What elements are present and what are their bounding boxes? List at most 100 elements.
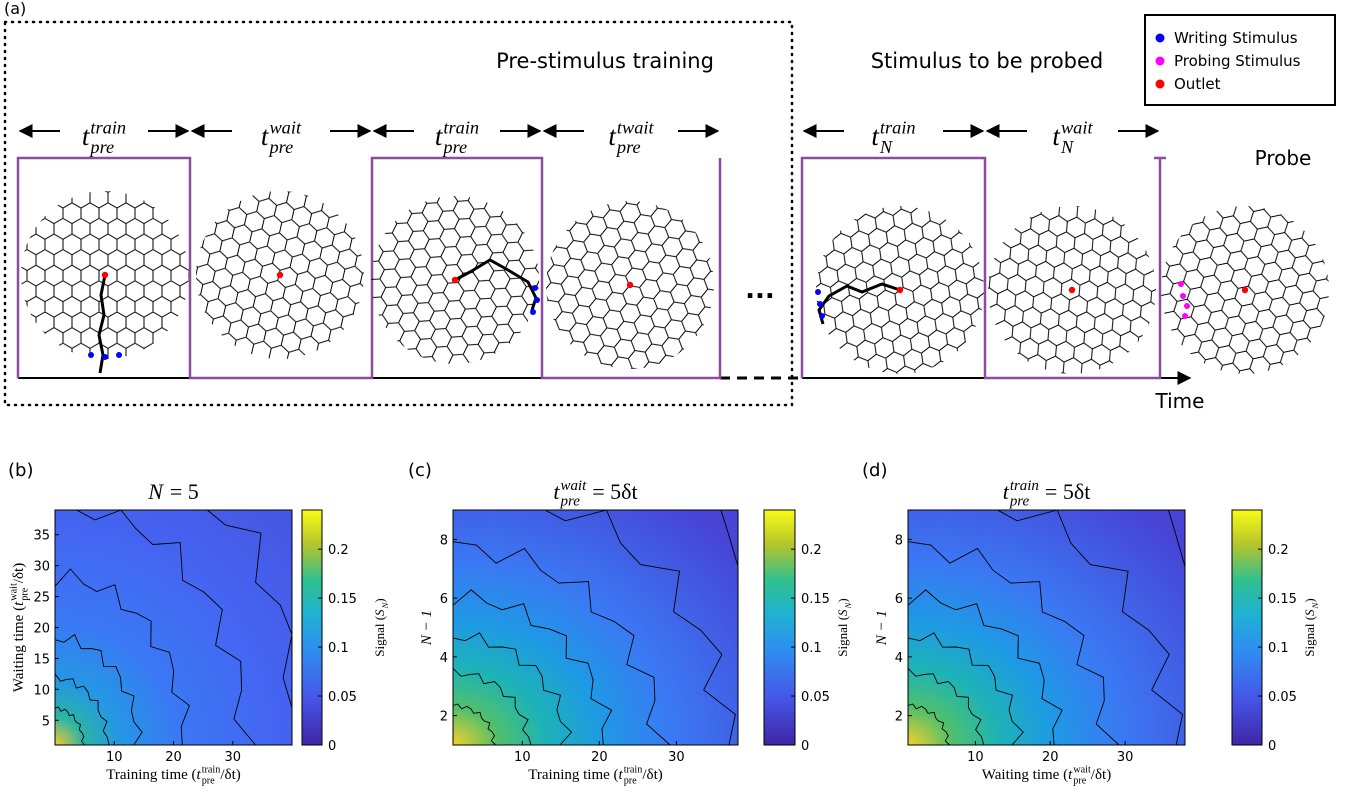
stimulus-node: [102, 354, 108, 360]
colorbar-label-part: ): [835, 598, 850, 602]
x-tick-label: 20: [1042, 750, 1059, 765]
y-tick-label: 6: [440, 592, 448, 607]
region-title: Pre-stimulus training: [496, 49, 714, 73]
colorbar-label-part: N: [1310, 601, 1320, 609]
y-axis-label: N − 1: [874, 610, 890, 646]
colorbar-tick-label: 0: [328, 739, 336, 754]
outlet-node: [626, 281, 634, 289]
panel-label: (d): [862, 460, 887, 481]
stimulus-node: [1180, 293, 1186, 299]
stimulus-node: [817, 301, 823, 307]
stimulus-node: [1178, 281, 1184, 287]
y-tick-label: 2: [440, 710, 448, 725]
contour-line: [452, 632, 573, 746]
x-axis-label-part: pre: [624, 776, 637, 787]
x-tick-label: 30: [1117, 750, 1134, 765]
interval-label-part: t: [1052, 121, 1061, 151]
network: [782, 172, 1018, 408]
colorbar-label-part: ): [372, 598, 387, 602]
x-axis-label-part: wait: [1073, 765, 1091, 776]
plot-title-part: train: [1010, 478, 1039, 494]
x-axis-label-part: pre: [1073, 776, 1086, 787]
x-tick-label: 10: [967, 750, 984, 765]
colorbar: [763, 509, 796, 746]
heatmap: [55, 510, 292, 745]
x-axis-label-part: /δt): [220, 767, 240, 783]
network: [179, 174, 381, 376]
stimulus-node: [1182, 313, 1188, 319]
colorbar: [301, 509, 323, 746]
y-axis-label-part: Waiting time (: [11, 606, 27, 692]
colorbar-label: Signal (SN): [1302, 598, 1320, 657]
y-tick-label: 10: [33, 683, 50, 698]
colorbar-tick-label: 0.15: [328, 592, 357, 607]
stimulus-node: [532, 285, 538, 291]
plot-title-part: = 5δt: [1045, 479, 1090, 504]
colorbar-label-part: N: [380, 601, 390, 609]
legend-marker: [1155, 56, 1165, 66]
x-axis-label-part: train: [624, 765, 643, 776]
stimulus-node: [530, 309, 536, 315]
outlet-node: [101, 271, 109, 279]
stimulus-node: [88, 352, 94, 358]
contour-line: [54, 633, 143, 746]
interval-label-part: train: [880, 118, 916, 138]
colorbar-label: Signal (SN): [372, 598, 390, 657]
legend-label: Probing Stimulus: [1174, 52, 1301, 70]
y-axis-label-body: N − 1: [419, 610, 435, 646]
colorbar-tick-label: 0.2: [328, 543, 349, 558]
network: [511, 166, 749, 404]
y-axis-label-part: /δt): [11, 563, 27, 583]
y-axis-label: N − 1: [419, 610, 435, 646]
colorbar-label-part: Signal (: [835, 616, 850, 657]
contour-line: [452, 667, 532, 746]
probe-label: Probe: [1255, 146, 1312, 170]
colorbar-tick-label: 0.05: [328, 690, 357, 705]
x-axis-label-part: Training time (: [106, 767, 196, 783]
colorbar-label-part: Signal (: [1302, 616, 1317, 657]
colorbar-label-body: Signal (SN): [835, 598, 853, 657]
network: [21, 191, 189, 374]
interval-label-part: t: [871, 121, 880, 151]
y-tick-label: 35: [33, 529, 50, 544]
x-axis-label-part: /δt): [1091, 767, 1111, 783]
x-tick-label: 10: [514, 750, 531, 765]
interval-label-part: twait: [617, 118, 655, 138]
contour-line: [54, 568, 190, 746]
colorbar-tick-label: 0.2: [801, 543, 822, 558]
y-tick-label: 8: [895, 533, 903, 548]
plot-title-part: = 5δt: [592, 479, 637, 504]
contour-line: [907, 589, 1063, 746]
y-axis-label-part: wait: [9, 583, 20, 601]
x-axis-label-part: train: [202, 765, 221, 776]
interval-label-part: t: [261, 121, 270, 151]
contour-line: [54, 706, 85, 746]
time-label: Time: [1155, 389, 1205, 413]
interval-label-part: wait: [269, 118, 302, 138]
x-axis-label-part: t: [1068, 767, 1073, 783]
x-tick-label: 30: [224, 750, 241, 765]
interval-label-part: N: [879, 137, 894, 157]
y-axis-label-part: N − 1: [874, 610, 890, 646]
outlet-node: [276, 271, 284, 279]
colorbar-label-part: S: [1302, 609, 1317, 616]
interval-label-part: train: [90, 118, 126, 138]
interval-label-part: train: [443, 118, 479, 138]
legend-marker: [1155, 79, 1165, 89]
colorbar-label-part: N: [843, 601, 853, 609]
colorbar-tick-label: 0.05: [801, 690, 830, 705]
